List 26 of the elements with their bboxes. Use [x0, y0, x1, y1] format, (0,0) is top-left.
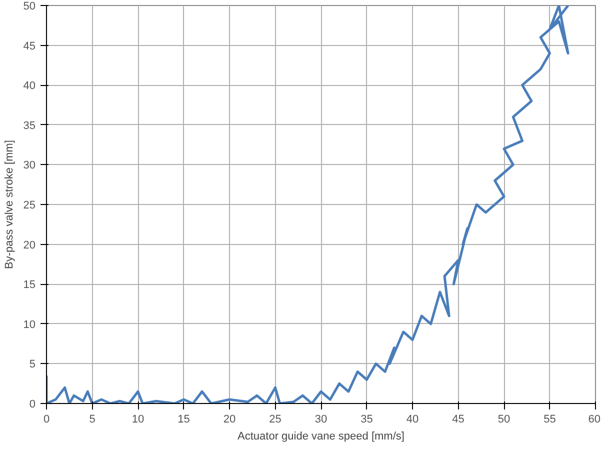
y-tick-label: 50: [23, 0, 36, 12]
x-axis-title: Actuator guide vane speed [mm/s]: [238, 430, 404, 442]
y-tick-label: 45: [23, 40, 36, 52]
y-tick-label: 0: [29, 398, 36, 410]
y-tick-label: 10: [23, 318, 36, 331]
x-tick-label: 60: [588, 414, 601, 426]
x-tick-label: 50: [498, 414, 510, 426]
x-tick-label: 0: [43, 414, 50, 426]
y-tick-label: 15: [23, 279, 36, 292]
y-tick-label: 30: [23, 160, 36, 172]
x-tick-label: 10: [132, 414, 144, 426]
x-tick-label: 30: [314, 414, 328, 426]
x-tick-label: 15: [178, 414, 190, 426]
y-tick-label: 35: [23, 120, 36, 132]
x-tick-label: 40: [406, 414, 419, 426]
x-tick-label: 20: [223, 414, 236, 426]
x-tick-label: 55: [544, 414, 556, 426]
y-tick-label: 25: [23, 200, 36, 212]
y-tick-label: 20: [23, 239, 36, 252]
y-tick-label: 40: [23, 80, 36, 92]
x-tick-label: 25: [269, 414, 282, 426]
x-tick-label: 45: [452, 414, 464, 426]
y-tick-label: 5: [29, 358, 36, 371]
x-tick-label: 5: [89, 414, 96, 426]
y-axis-title: By-pass valve stroke [mm]: [3, 140, 16, 269]
x-tick-label: 35: [360, 414, 373, 426]
